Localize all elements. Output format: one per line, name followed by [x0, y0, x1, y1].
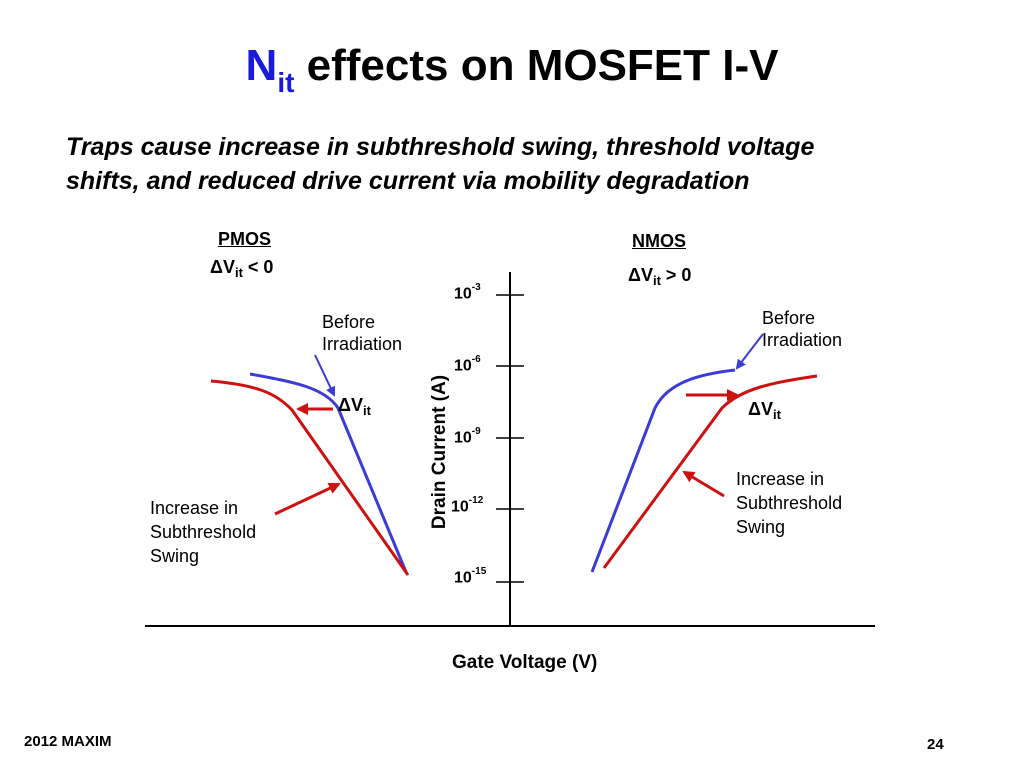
nmos-shift-label: ΔVit: [748, 398, 781, 422]
pmos-before-arrow: [314, 354, 336, 397]
pmos-swing-line-2: Subthreshold: [150, 522, 257, 542]
title-symbol-subscript: it: [277, 67, 295, 98]
pmos-delta-cond: < 0: [242, 257, 274, 277]
page-number: 24: [927, 736, 944, 753]
y-tick-label: 10-15: [454, 566, 487, 587]
nmos-delta-symbol: ΔV: [628, 265, 653, 285]
pmos-swing-line-1: Increase in: [150, 498, 239, 518]
nmos-before-curve: [590, 368, 736, 573]
nmos-delta-condition: ΔVit > 0: [628, 264, 691, 288]
nmos-before-arrow: [735, 333, 764, 370]
pmos-delta-subscript: it: [234, 265, 243, 280]
nmos-after-curve: [602, 374, 818, 569]
slide-subtitle: Traps cause increase in subthreshold swi…: [66, 130, 966, 198]
pmos-before-label: Before Irradiation: [322, 311, 402, 355]
pmos-swing-label: Increase in Subthreshold Swing: [150, 496, 256, 568]
pmos-shift-subscript: it: [362, 403, 371, 418]
title-text: effects on MOSFET I-V: [294, 41, 779, 90]
slide-title: Nit effects on MOSFET I-V: [0, 36, 1024, 101]
nmos-swing-label: Increase in Subthreshold Swing: [736, 467, 842, 539]
nmos-delta-subscript: it: [652, 273, 661, 288]
nmos-before-line-1: Before: [762, 308, 816, 328]
pmos-after-curve: [210, 379, 410, 576]
pmos-shift-label: ΔVit: [338, 394, 371, 418]
nmos-heading: NMOS: [632, 231, 686, 251]
pmos-before-curve: [249, 372, 408, 573]
pmos-delta-condition: ΔVit < 0: [210, 256, 273, 280]
pmos-before-line-1: Before: [322, 312, 376, 332]
subtitle-line-2: shifts, and reduced drive current via mo…: [66, 167, 750, 195]
y-tick-label: 10-3: [454, 282, 481, 303]
nmos-swing-line-2: Subthreshold: [736, 493, 843, 513]
x-axis-label: Gate Voltage (V): [452, 652, 598, 673]
nmos-delta-cond: > 0: [660, 265, 692, 285]
nmos-shift-subscript: it: [772, 407, 781, 422]
pmos-swing-arrow: [274, 482, 341, 516]
title-symbol: N: [245, 41, 278, 90]
nmos-shift-symbol: ΔV: [748, 399, 773, 419]
pmos-delta-symbol: ΔV: [210, 257, 235, 277]
nmos-swing-arrow: [682, 470, 725, 498]
pmos-shift-symbol: ΔV: [338, 395, 363, 415]
y-tick-label: 10-12: [451, 495, 484, 516]
y-tick-label: 10-6: [454, 354, 481, 375]
footer-left: 2012 MAXIM: [24, 733, 112, 750]
pmos-swing-line-3: Swing: [150, 546, 200, 566]
y-tick-label: 10-9: [454, 426, 481, 447]
nmos-swing-line-3: Swing: [736, 517, 786, 537]
pmos-before-line-2: Irradiation: [322, 334, 403, 354]
nmos-before-label: Before Irradiation: [762, 307, 842, 351]
subtitle-line-1: Traps cause increase in subthreshold swi…: [66, 133, 815, 161]
y-axis-label: Drain Current (A): [429, 374, 450, 530]
pmos-heading: PMOS: [218, 229, 272, 249]
nmos-before-line-2: Irradiation: [762, 330, 843, 350]
nmos-swing-line-1: Increase in: [736, 469, 825, 489]
